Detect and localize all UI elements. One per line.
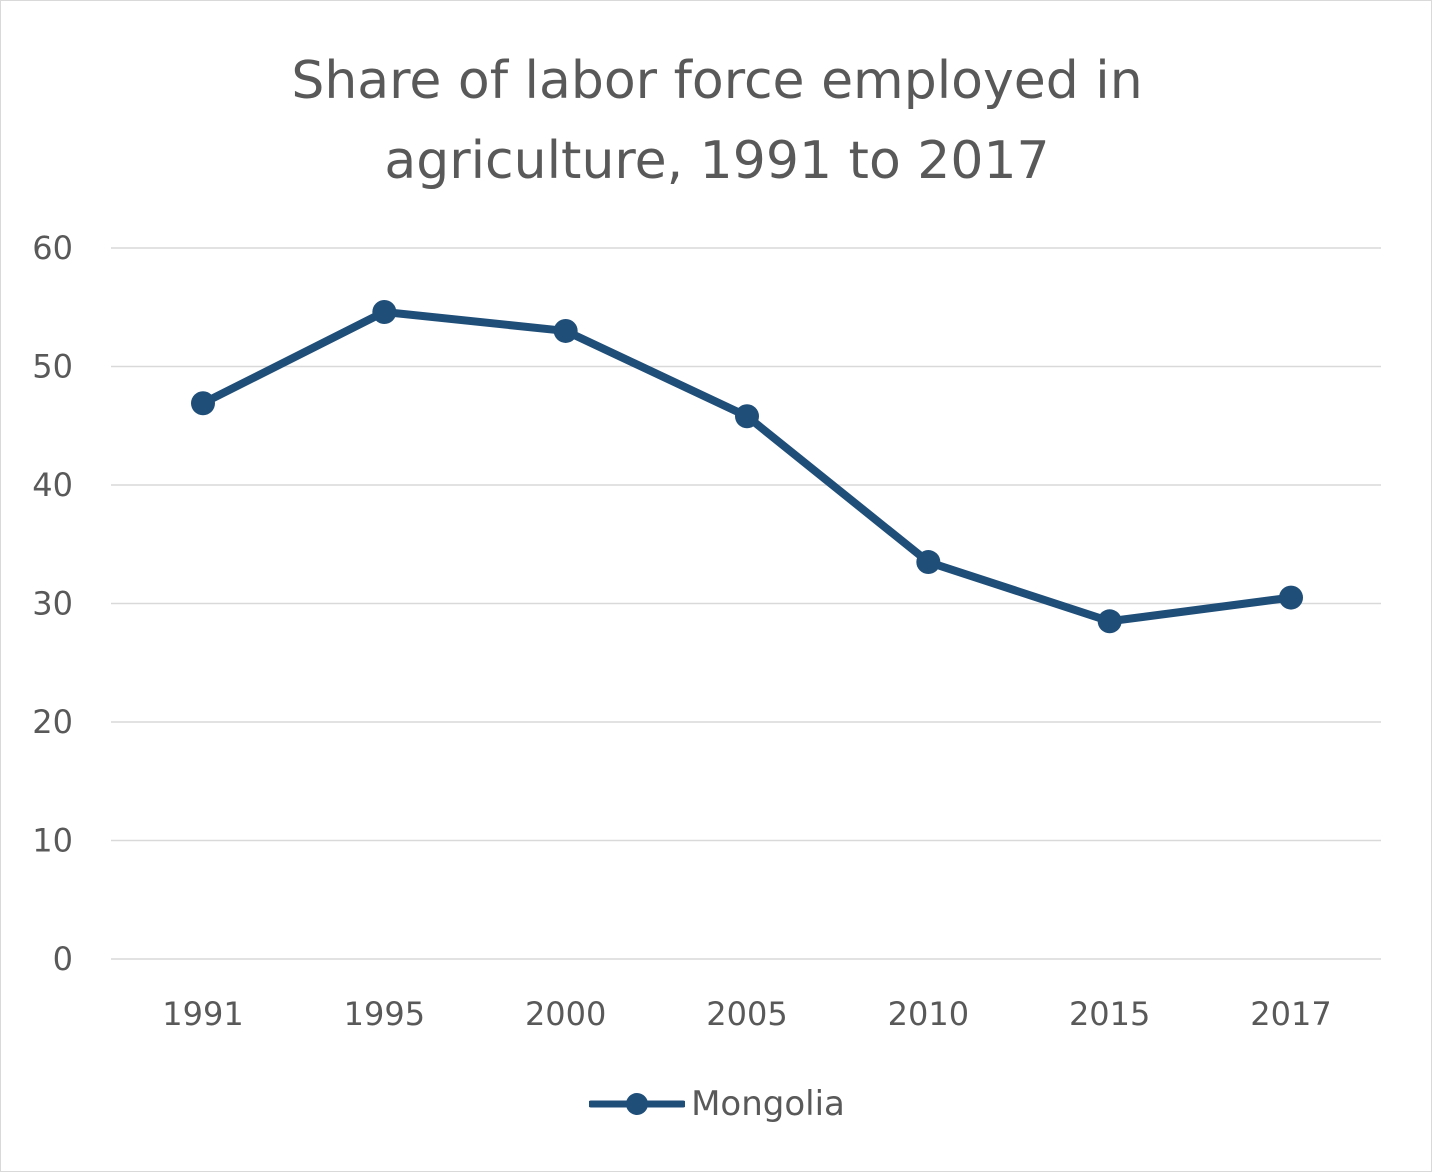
data-point-2000: [553, 318, 578, 343]
x-tick-label: 2017: [1250, 995, 1331, 1033]
series-line-0: [199, 307, 1295, 626]
data-point-2017: [1279, 585, 1303, 610]
x-tick-label: 2015: [1069, 995, 1150, 1033]
y-tick-label: 50: [32, 348, 73, 386]
chart-legend: Mongolia: [1, 1079, 1432, 1129]
x-tick-label: 1995: [344, 995, 425, 1033]
y-tick-label: 10: [32, 822, 73, 860]
legend-label: Mongolia: [691, 1084, 845, 1124]
data-point-2010: [916, 550, 941, 575]
y-tick-label: 30: [32, 585, 73, 623]
y-tick-label: 0: [53, 940, 73, 978]
x-tick-label: 1991: [162, 995, 243, 1033]
data-point-2005: [735, 404, 759, 429]
y-tick-label: 60: [32, 229, 73, 267]
x-tick-label: 2005: [706, 995, 787, 1033]
x-tick-label: 2010: [888, 995, 969, 1033]
data-point-1995: [372, 299, 397, 324]
legend-line-marker-icon: [589, 1093, 686, 1115]
chart-title-line-2: agriculture, 1991 to 2017: [384, 131, 1050, 191]
chart-title: Share of labor force employed in agricul…: [1, 41, 1432, 201]
legend-item-series-0: Mongolia: [589, 1084, 845, 1124]
data-point-1991: [191, 391, 215, 416]
y-tick-label: 40: [32, 466, 73, 504]
x-tick-label: 2000: [525, 995, 606, 1033]
y-tick-label: 20: [32, 703, 73, 741]
data-point-2015: [1097, 609, 1122, 634]
chart-title-line-1: Share of labor force employed in: [291, 51, 1143, 111]
